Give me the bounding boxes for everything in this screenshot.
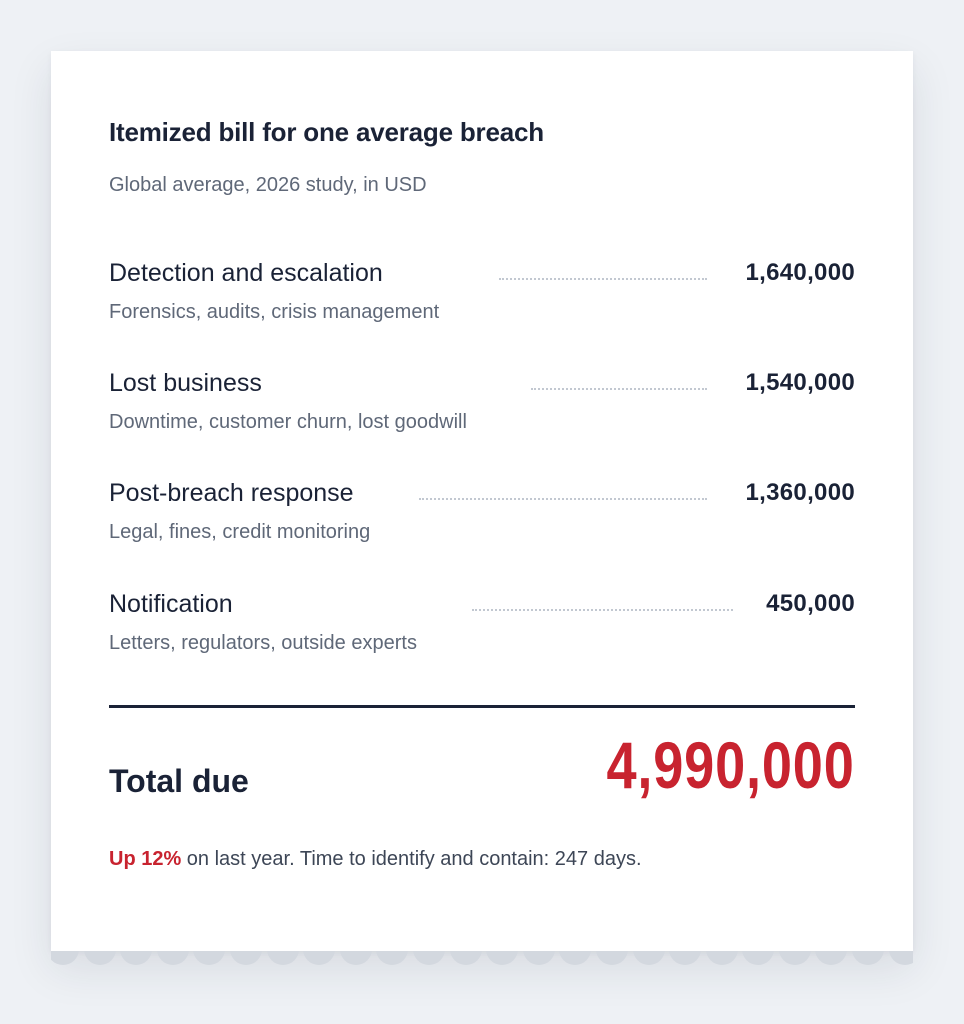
line-item: Notification 450,000 Letters, regulators… [109,590,855,680]
bill-subtitle: Global average, 2026 study, in USD [109,174,427,196]
bill-title: Itemized bill for one average breach [109,117,544,147]
line-item: Post-breach response 1,360,000 Legal, fi… [109,479,855,569]
line-item-description: Downtime, customer churn, lost goodwill [109,411,467,433]
line-item-label: Lost business [109,369,262,398]
line-item: Lost business 1,540,000 Downtime, custom… [109,369,855,459]
line-item-label: Detection and escalation [109,259,383,288]
line-item-label: Post-breach response [109,479,354,508]
dotted-leader [472,609,733,611]
footnote: Up 12% on last year. Time to identify an… [109,848,642,871]
total-label: Total due [109,763,249,799]
line-item: Detection and escalation 1,640,000 Foren… [109,259,855,349]
line-item-label: Notification [109,590,233,619]
line-item-amount: 1,360,000 [745,479,855,506]
total-divider [109,705,855,708]
dotted-leader [499,278,707,280]
dotted-leader [419,498,707,500]
line-item-amount: 1,540,000 [745,369,855,396]
torn-edge-strip [51,943,913,951]
bill-card: Itemized bill for one average breach Glo… [51,51,913,951]
receipt-torn-edge [51,943,913,969]
line-item-description: Forensics, audits, crisis management [109,301,440,323]
line-item-description: Legal, fines, credit monitoring [109,521,371,543]
total-amount: 4,990,000 [606,728,855,802]
footnote-text: on last year. Time to identify and conta… [181,848,642,870]
line-item-amount: 450,000 [766,590,855,617]
line-item-amount: 1,640,000 [745,259,855,286]
footnote-highlight: Up 12% [109,848,182,870]
line-item-description: Letters, regulators, outside experts [109,632,417,654]
dotted-leader [531,388,707,390]
